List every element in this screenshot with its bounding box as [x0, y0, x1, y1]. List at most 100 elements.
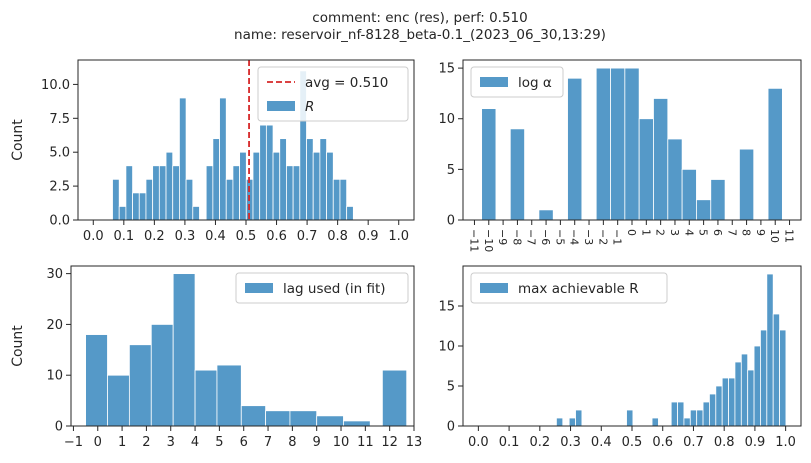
- bar: [734, 361, 742, 427]
- x-tick-label: 2: [142, 435, 150, 450]
- bar: [192, 206, 200, 221]
- bar: [316, 415, 344, 427]
- legend-label: lag used (in fit): [283, 281, 386, 297]
- bar: [152, 165, 160, 221]
- bar: [312, 151, 321, 221]
- bar: [158, 165, 167, 221]
- y-tick-label: 10: [438, 340, 455, 355]
- bar: [272, 151, 281, 221]
- y-tick-label: 20: [46, 318, 63, 333]
- bar: [740, 353, 749, 427]
- x-tick-label: 10: [768, 229, 781, 243]
- x-tick-label: 11: [357, 435, 374, 450]
- x-tick-label: 2: [654, 229, 667, 236]
- x-tick-label: 12: [381, 435, 398, 450]
- y-axis-label: Count: [10, 119, 26, 161]
- x-tick-label: 5: [697, 229, 710, 236]
- bars: [85, 273, 408, 427]
- legend-label: avg = 0.510: [305, 75, 388, 91]
- bar: [306, 138, 314, 221]
- bar: [721, 377, 729, 427]
- y-ticks: 0.0 2.5 5.0 7.5 10.0: [41, 78, 78, 229]
- x-tick-label: 0.5: [236, 229, 257, 244]
- legend: lag used (in fit): [235, 272, 409, 304]
- bar: [112, 178, 120, 221]
- bar: [240, 405, 267, 427]
- bar: [667, 138, 683, 221]
- x-tick-label: −11: [467, 229, 480, 252]
- x-tick-label: 4: [191, 435, 199, 450]
- y-tick-label: 5: [447, 380, 455, 395]
- legend-swatch: [267, 101, 295, 111]
- figure-title-line-1: comment: enc (res), perf: 0.510: [312, 10, 527, 26]
- y-ticks: 0 5 10 15: [438, 300, 463, 435]
- bar: [292, 165, 301, 221]
- x-tick-label: 11: [783, 229, 796, 243]
- bar: [779, 329, 787, 427]
- x-tick-label: 3: [167, 435, 175, 450]
- bar: [185, 178, 194, 221]
- x-tick-label: −5: [553, 229, 566, 245]
- x-tick-label: 0.9: [358, 229, 379, 244]
- y-ticks: 0 10 20 30: [46, 267, 71, 435]
- y-tick-label: 5: [447, 163, 455, 178]
- legend-label: R: [305, 99, 314, 115]
- bar: [760, 329, 768, 427]
- bar: [118, 206, 127, 221]
- x-tick-label: −1: [611, 229, 624, 245]
- bar: [509, 128, 525, 221]
- bars: [112, 70, 354, 221]
- bar: [568, 417, 576, 427]
- x-tick-label: 0.6: [652, 435, 673, 450]
- legend: avg = 0.510 R: [257, 66, 409, 122]
- bar: [343, 420, 371, 427]
- y-tick-label: 0.0: [49, 214, 70, 229]
- bar: [259, 124, 267, 221]
- bar: [107, 374, 130, 427]
- bar: [702, 401, 710, 427]
- bar: [624, 67, 640, 221]
- y-tick-label: 7.5: [49, 112, 70, 127]
- x-tick-label: 1.0: [388, 229, 409, 244]
- bar: [252, 151, 261, 221]
- bar: [145, 178, 154, 221]
- x-tick-label: 0.9: [745, 435, 766, 450]
- legend-label: log α: [518, 75, 552, 91]
- x-tick-label: 0.3: [560, 435, 581, 450]
- x-tick-label: 5: [215, 435, 223, 450]
- x-tick-label: 9: [313, 435, 321, 450]
- x-tick-label: 0.4: [591, 435, 612, 450]
- y-tick-label: 15: [438, 300, 455, 315]
- bar: [179, 97, 187, 221]
- bar: [85, 334, 108, 427]
- y-tick-label: 10: [438, 112, 455, 127]
- bar: [575, 409, 583, 427]
- bar: [279, 138, 287, 221]
- x-tick-label: 1: [639, 229, 652, 236]
- bar: [766, 273, 774, 427]
- bar: [710, 179, 726, 221]
- x-tick-label: 7: [264, 435, 272, 450]
- bar: [767, 87, 783, 221]
- x-tick-label: 0.1: [113, 229, 134, 244]
- x-tick-label: 13: [406, 435, 423, 450]
- bar: [265, 124, 274, 221]
- x-tick-label: 0.8: [327, 229, 348, 244]
- figure-title-line-2: name: reservoir_nf-8128_beta-0.1_(2023_0…: [234, 27, 606, 43]
- x-ticks: 0.0 0.1 0.2 0.3 0.4 0.5 0.6 0.7 0.8 0.9 1.0: [468, 426, 796, 450]
- x-tick-label: 0.0: [468, 435, 489, 450]
- x-tick-label: −6: [539, 229, 552, 245]
- x-tick-label: 8: [740, 229, 753, 236]
- legend-box: [470, 66, 564, 98]
- bar: [715, 385, 723, 427]
- x-tick-label: 0.1: [499, 435, 520, 450]
- panel-log_alpha: −11 −10 −9 −8 −7 −6 −5 −4 −3 −2 −1 0 1 2 3 4 5 6 7 8 9 10 1105…: [438, 59, 802, 252]
- x-tick-label: 10: [333, 435, 350, 450]
- y-tick-label: 10: [46, 369, 63, 384]
- x-tick-label: 1: [118, 435, 126, 450]
- bar: [194, 369, 218, 427]
- bar: [125, 165, 133, 221]
- bar: [339, 178, 348, 221]
